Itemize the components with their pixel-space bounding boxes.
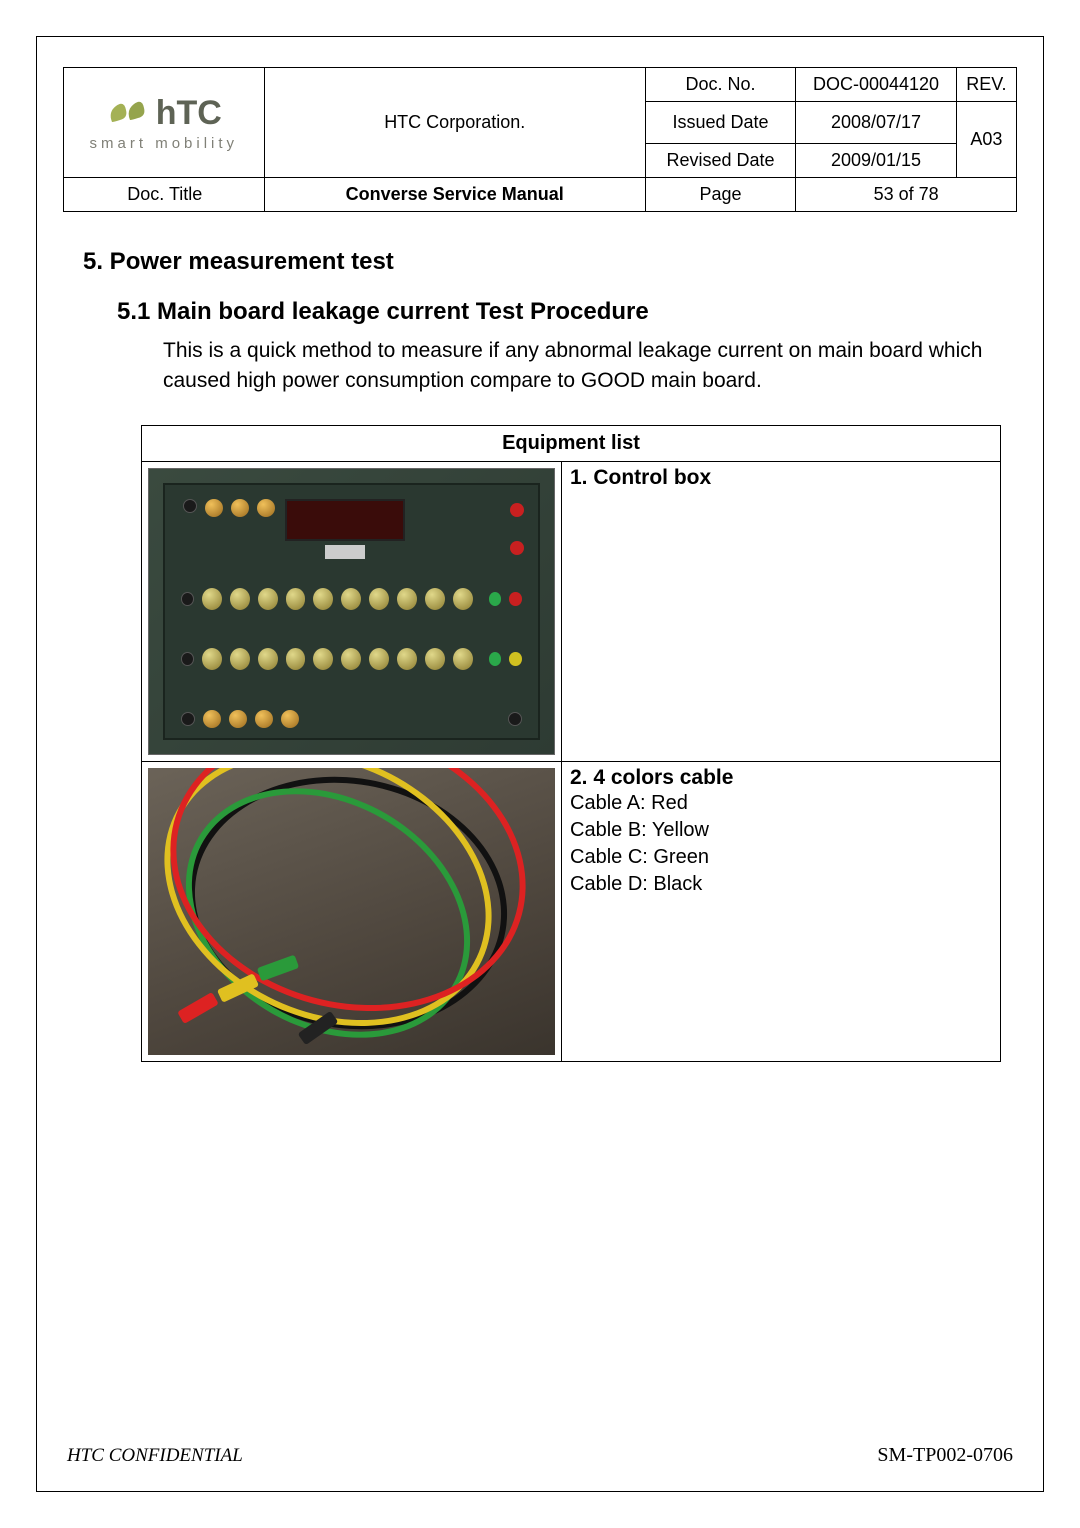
page-frame: hTC smart mobility HTC Corporation. Doc.…: [36, 36, 1044, 1492]
equipment-cable-line: Cable D: Black: [570, 871, 992, 898]
doc-title-value: Converse Service Manual: [264, 178, 645, 212]
revised-date-label: Revised Date: [645, 144, 795, 178]
equipment-image-cell: [142, 761, 562, 1061]
issued-date-value: 2008/07/17: [796, 102, 957, 144]
header-table: hTC smart mobility HTC Corporation. Doc.…: [63, 67, 1017, 212]
footer-doc-code: SM-TP002-0706: [877, 1444, 1013, 1467]
equipment-cable-line: Cable C: Green: [570, 844, 992, 871]
logo-subtext: smart mobility: [90, 135, 239, 152]
section-body: This is a quick method to measure if any…: [163, 336, 997, 397]
content-area: 5. Power measurement test 5.1 Main board…: [63, 212, 1017, 1062]
logo-cell: hTC smart mobility: [64, 68, 265, 178]
control-box-photo: [148, 468, 555, 755]
equipment-desc-cell: 2. 4 colors cable Cable A: Red Cable B: …: [562, 761, 1001, 1061]
doc-no-value: DOC-00044120: [796, 68, 957, 102]
cables-photo: [148, 768, 555, 1055]
equipment-row-title: 2. 4 colors cable: [570, 766, 992, 790]
equipment-title: Equipment list: [142, 425, 1001, 461]
logo-text: hTC: [156, 94, 222, 133]
rev-value: A03: [956, 102, 1016, 178]
equipment-row: 1. Control box: [142, 461, 1001, 761]
htc-swirl-icon: [106, 98, 150, 128]
doc-title-label: Doc. Title: [64, 178, 265, 212]
page-label: Page: [645, 178, 795, 212]
equipment-row: 2. 4 colors cable Cable A: Red Cable B: …: [142, 761, 1001, 1061]
doc-no-label: Doc. No.: [645, 68, 795, 102]
section-heading: 5. Power measurement test: [83, 248, 1007, 276]
page-footer: HTC CONFIDENTIAL SM-TP002-0706: [67, 1444, 1013, 1467]
company-name: HTC Corporation.: [264, 68, 645, 178]
issued-date-label: Issued Date: [645, 102, 795, 144]
equipment-row-title: 1. Control box: [570, 466, 992, 490]
equipment-image-cell: [142, 461, 562, 761]
page-value: 53 of 78: [796, 178, 1017, 212]
equipment-table: Equipment list: [141, 425, 1001, 1062]
revised-date-value: 2009/01/15: [796, 144, 957, 178]
equipment-cable-line: Cable B: Yellow: [570, 817, 992, 844]
footer-confidential: HTC CONFIDENTIAL: [67, 1445, 243, 1467]
equipment-desc-cell: 1. Control box: [562, 461, 1001, 761]
rev-label: REV.: [956, 68, 1016, 102]
equipment-cable-line: Cable A: Red: [570, 790, 992, 817]
subsection-heading: 5.1 Main board leakage current Test Proc…: [117, 298, 1007, 326]
